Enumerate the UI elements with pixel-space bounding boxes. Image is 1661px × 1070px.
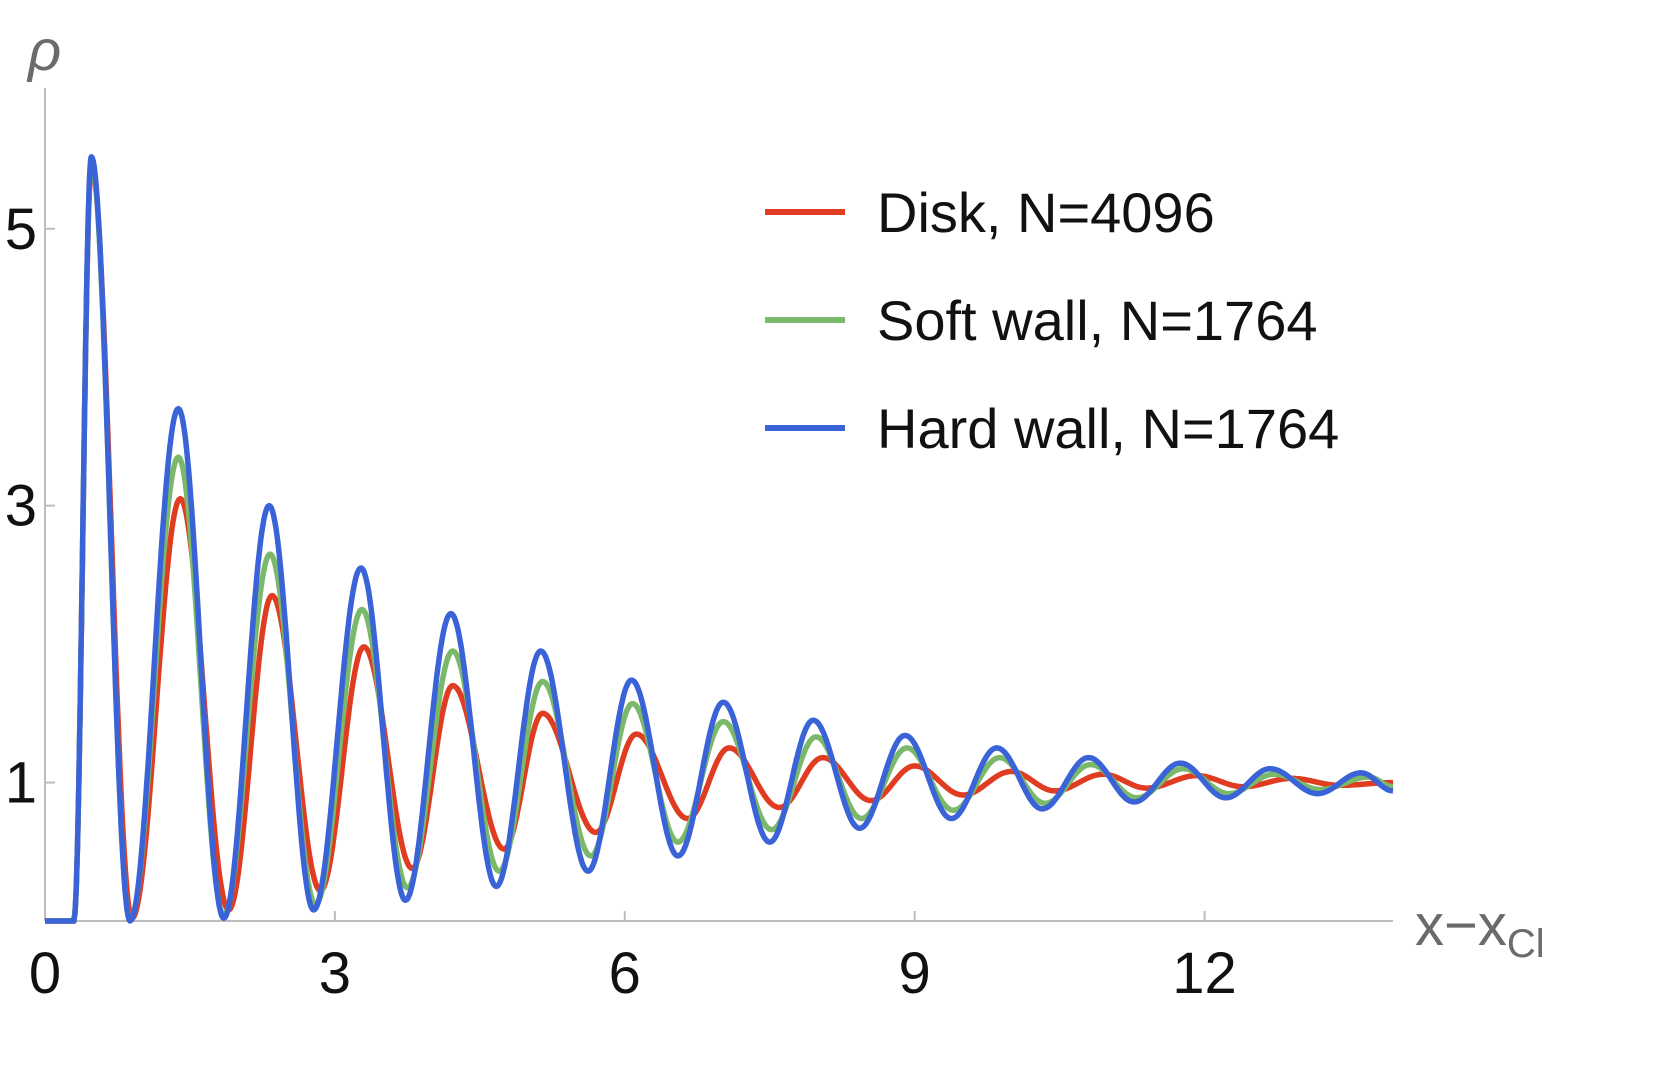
y-tick-label: 1 [5, 751, 37, 816]
x-axis-label: x−xCl [1415, 893, 1545, 966]
series-line-2 [45, 159, 1396, 924]
x-tick-label: 3 [319, 941, 351, 1006]
series-line-3 [45, 154, 1395, 924]
x-tick-label: 0 [29, 941, 61, 1006]
plot-area [45, 154, 1396, 924]
x-axis-label-subscript: Cl [1507, 922, 1545, 966]
y-tick-label: 5 [5, 197, 37, 262]
x-axis-label-main: x−x [1415, 893, 1507, 958]
legend-label-3: Hard wall, N=1764 [877, 397, 1339, 460]
y-tick-label: 3 [5, 474, 37, 539]
series-line-1 [45, 163, 1395, 924]
legend-label-1: Disk, N=4096 [877, 181, 1215, 244]
axes: 0 3 6 9 12 1 3 5 [5, 88, 1393, 1006]
x-tick-label: 6 [609, 941, 641, 1006]
x-tick-label: 9 [899, 941, 931, 1006]
y-axis-label: ρ [26, 18, 61, 83]
legend-label-2: Soft wall, N=1764 [877, 289, 1317, 352]
x-tick-label: 12 [1172, 941, 1237, 1006]
legend: Disk, N=4096 Soft wall, N=1764 Hard wall, … [765, 181, 1339, 460]
